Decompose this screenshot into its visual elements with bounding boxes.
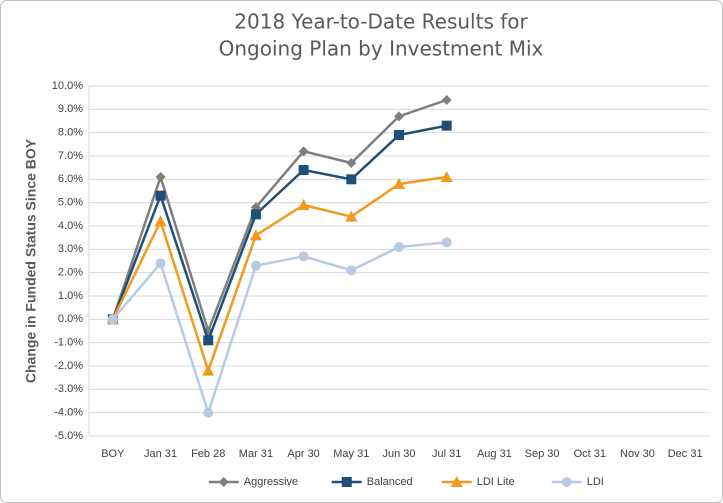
y-tick-label: 7.0%: [58, 150, 83, 162]
series-line: [111, 98, 448, 335]
data-point: [393, 178, 405, 189]
legend-label: LDI: [587, 476, 604, 488]
data-point: [202, 364, 215, 376]
legend-marker: [341, 477, 352, 487]
y-tick-label: -3.0%: [54, 383, 83, 395]
x-tick-label: Jul 31: [432, 448, 461, 460]
data-point: [298, 165, 309, 175]
data-point: [346, 174, 357, 185]
data-point: [441, 237, 452, 248]
series-line: [111, 241, 447, 417]
y-tick-label: 3.0%: [58, 243, 83, 255]
data-point: [154, 215, 167, 227]
data-point: [155, 258, 166, 269]
series-line: [111, 124, 447, 345]
legend-label: Balanced: [367, 476, 413, 488]
data-point: [298, 146, 309, 157]
y-tick-label: 0.0%: [58, 313, 83, 325]
legend-marker: [218, 477, 229, 487]
x-tick-label: Feb 28: [191, 448, 225, 460]
x-tick-label: BOY: [101, 448, 125, 460]
data-point: [345, 210, 358, 222]
legend-marker: [561, 477, 572, 487]
legend-marker: [450, 476, 463, 487]
x-tick-label: Aug 31: [477, 448, 512, 460]
y-axis-label: Change in Funded Status Since BOY: [23, 138, 39, 383]
data-point: [346, 265, 357, 276]
chart-title: 2018 Year-to-Date Results for: [234, 10, 528, 34]
data-point: [250, 260, 261, 271]
y-tick-label: 6.0%: [58, 173, 83, 185]
data-point: [297, 199, 310, 210]
data-point: [107, 314, 118, 325]
series-line: [111, 175, 447, 375]
data-point: [203, 335, 214, 346]
y-tick-label: 1.0%: [58, 290, 83, 302]
legend-label: LDI Lite: [477, 476, 515, 488]
data-point: [203, 407, 214, 418]
x-tick-label: Nov 30: [620, 448, 655, 460]
data-point: [155, 190, 166, 201]
x-tick-label: Mar 31: [239, 448, 273, 460]
data-point: [441, 120, 452, 131]
y-tick-label: -2.0%: [54, 360, 83, 372]
data-point: [155, 172, 166, 182]
y-tick-label: 2.0%: [58, 267, 83, 279]
y-tick-label: -5.0%: [54, 430, 83, 442]
y-tick-label: 10.0%: [52, 80, 83, 92]
data-point: [394, 242, 404, 252]
data-point: [298, 251, 309, 262]
x-tick-label: Dec 31: [668, 448, 703, 460]
y-tick-label: 5.0%: [58, 197, 83, 209]
data-point: [394, 130, 404, 140]
x-tick-label: Oct 31: [574, 448, 606, 460]
y-tick-label: 4.0%: [58, 220, 83, 232]
data-point: [440, 171, 453, 182]
data-point: [441, 95, 452, 105]
y-tick-label: 9.0%: [58, 103, 83, 115]
data-point: [249, 229, 262, 241]
data-point: [250, 209, 261, 220]
y-tick-label: -1.0%: [54, 337, 83, 349]
chart-title: Ongoing Plan by Investment Mix: [219, 37, 544, 61]
x-tick-label: Jan 31: [144, 448, 177, 460]
x-tick-label: Sep 30: [525, 448, 560, 460]
x-tick-label: May 31: [333, 448, 369, 460]
x-tick-label: Jun 30: [382, 448, 415, 460]
x-tick-label: Apr 30: [287, 448, 319, 460]
y-tick-label: -4.0%: [54, 407, 83, 419]
data-point: [346, 158, 357, 168]
data-point: [394, 111, 404, 122]
y-tick-label: 8.0%: [58, 127, 83, 139]
legend-label: Aggressive: [244, 476, 298, 488]
